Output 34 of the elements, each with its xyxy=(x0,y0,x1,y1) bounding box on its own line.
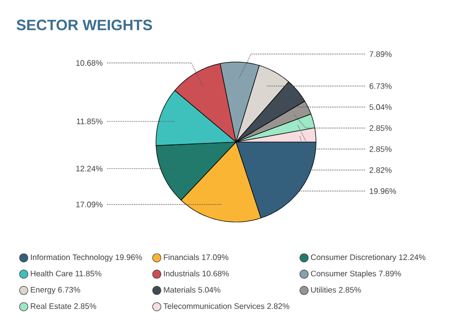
data-label: 7.89% xyxy=(370,51,392,57)
legend-label: Telecommunication Services xyxy=(163,303,264,309)
legend-label: Consumer Discretionary xyxy=(310,254,396,262)
legend-label: Financials xyxy=(164,254,199,260)
text: 12.24% xyxy=(399,254,426,260)
text: 2.82% xyxy=(267,303,290,309)
text: 5.04% xyxy=(198,286,220,293)
legend-label: Consumer Staples xyxy=(310,270,376,278)
data-label: 5.04% xyxy=(370,104,392,110)
text: 17.09% xyxy=(202,254,228,260)
data-label: 2.82% xyxy=(370,167,392,173)
data-label: 10.68% xyxy=(76,60,103,66)
data-label: 2.85% xyxy=(370,146,392,152)
data-label: 17.09% xyxy=(76,202,103,208)
legend-label: Information Technology xyxy=(30,254,113,262)
text: 7.89% xyxy=(378,270,401,276)
text: 11.85% xyxy=(76,270,102,276)
legend-label: Health Care xyxy=(30,270,73,276)
chart-title: SECTOR WEIGHTS xyxy=(16,20,152,30)
data-label: 11.85% xyxy=(76,118,103,124)
data-label: 19.96% xyxy=(370,188,396,194)
legend-label: Utilities xyxy=(311,286,336,293)
text: 10.68% xyxy=(202,270,229,276)
data-label: 12.24% xyxy=(76,166,103,172)
legend-label: Energy xyxy=(30,286,56,294)
text: 6.73% xyxy=(58,286,80,293)
legend-label: Industrials xyxy=(164,270,200,276)
text: 2.85% xyxy=(74,303,96,309)
text: 2.85% xyxy=(338,286,361,293)
text: 19.96% xyxy=(116,254,142,260)
legend-label: Real Estate xyxy=(30,303,72,309)
data-label: 6.73% xyxy=(370,83,392,89)
data-label: 2.85% xyxy=(370,125,392,131)
legend-label: Materials xyxy=(164,286,196,293)
